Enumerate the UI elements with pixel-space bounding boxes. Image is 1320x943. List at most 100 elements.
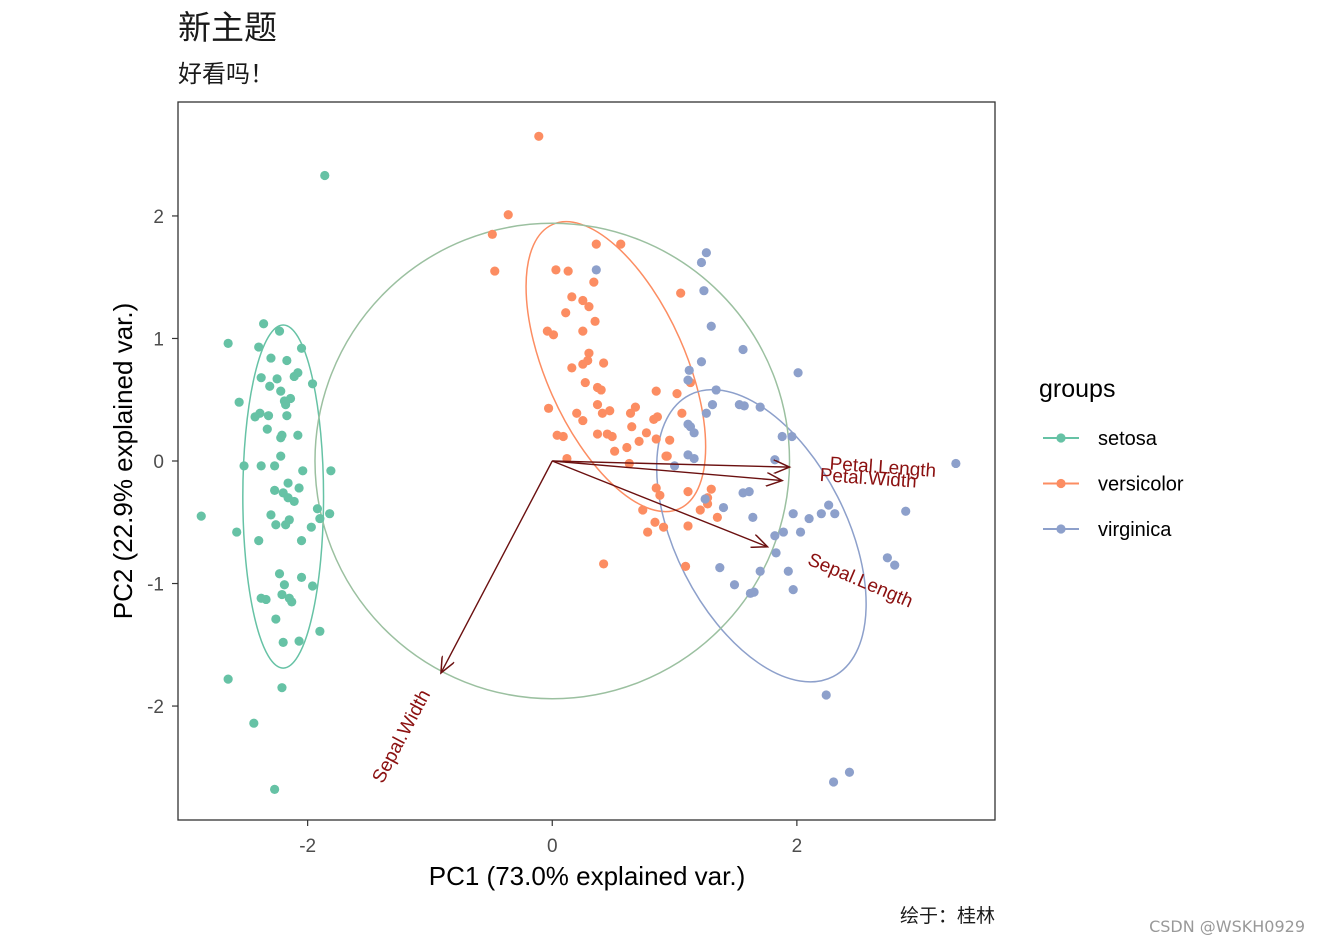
versicolor-point [658, 522, 669, 532]
versicolor-point [677, 408, 687, 418]
versicolor-point [487, 229, 497, 239]
loading-arrow [551, 460, 767, 547]
versicolor-point [578, 295, 588, 306]
x-tick-label: -2 [299, 836, 316, 857]
legend-key-point [1056, 433, 1066, 443]
legend-items: setosa versicolor virginica [1043, 428, 1184, 541]
setosa-point [326, 466, 336, 476]
virginica-point [771, 548, 781, 558]
setosa-point [261, 594, 271, 605]
setosa-point [250, 412, 260, 422]
setosa-point [270, 461, 280, 471]
virginica-point [828, 777, 839, 787]
legend-key-point [1056, 478, 1066, 489]
versicolor-point [634, 436, 644, 446]
versicolor-point [584, 302, 594, 312]
virginica-point [824, 500, 834, 510]
versicolor-point [622, 442, 632, 453]
legend-title: groups [1039, 375, 1115, 403]
setosa-point [276, 433, 286, 443]
setosa-point [296, 343, 307, 353]
versicolor-point [599, 358, 609, 368]
versicolor-point [683, 487, 693, 497]
setosa-point [277, 683, 287, 693]
versicolor-point [662, 451, 672, 461]
versicolor-point [589, 277, 599, 287]
versicolor-point [584, 348, 594, 358]
versicolor-point [578, 359, 588, 369]
setosa-point [266, 510, 276, 520]
virginica-point [684, 365, 694, 375]
setosa-point [254, 342, 264, 352]
y-axis-title: PC2 (22.9% explained var.) [108, 303, 138, 620]
y-tick-label: 0 [153, 452, 164, 473]
versicolor-point [627, 422, 637, 432]
virginica-point [755, 566, 765, 576]
legend-key-point [1056, 524, 1066, 534]
versicolor-point [578, 415, 588, 426]
setosa-point [262, 424, 272, 434]
versicolor-point [610, 446, 620, 456]
versicolor-point [651, 386, 661, 396]
setosa-point [276, 451, 286, 461]
versicolor-point [592, 400, 603, 410]
virginica-point [706, 321, 716, 331]
y-tick-label: 1 [153, 329, 164, 350]
setosa-point [307, 581, 318, 591]
virginica-point [770, 455, 780, 465]
virginica-point [788, 585, 798, 595]
setosa-point [293, 430, 303, 440]
setosa-point [276, 386, 286, 396]
versicolor-point [625, 408, 636, 418]
versicolor-point [490, 266, 500, 276]
virginica-point [748, 512, 758, 522]
versicolor-point [599, 559, 609, 569]
virginica-point [770, 531, 780, 541]
setosa-point [294, 483, 304, 493]
versicolor-point [596, 385, 606, 395]
virginica-point [778, 527, 789, 537]
setosa-point [296, 572, 307, 582]
legend-label-virginica: virginica [1098, 519, 1172, 541]
setosa-point [279, 580, 290, 590]
virginica-point [689, 428, 699, 438]
chart-caption: 绘于：桂林 [900, 905, 995, 927]
virginica-point [699, 286, 709, 296]
csdn-watermark: CSDN @WSKH0929 [1149, 917, 1305, 936]
setosa-point [307, 379, 318, 389]
setosa-point [256, 373, 266, 383]
loading-arrow [441, 460, 553, 673]
x-axis: -2 0 2 [299, 820, 802, 857]
setosa-point [281, 400, 291, 410]
setosa-point [271, 520, 281, 530]
setosa-point [270, 784, 280, 794]
versicolor-point [712, 512, 722, 522]
versicolor-point [534, 131, 544, 141]
setosa-point [282, 411, 292, 421]
virginica-point [701, 248, 711, 258]
virginica-point [804, 513, 814, 524]
versicolor-point [695, 505, 705, 515]
plot-area: Sepal.LengthSepal.WidthPetal.LengthPetal… [177, 101, 996, 821]
versicolor-point [591, 239, 601, 249]
setosa-point [274, 326, 285, 336]
versicolor-point [641, 428, 652, 438]
virginica-point [816, 509, 826, 519]
versicolor-point [680, 561, 691, 571]
versicolor-point [630, 402, 641, 412]
versicolor-point [616, 239, 626, 249]
virginica-point [683, 419, 693, 429]
virginica-point [683, 375, 693, 385]
chart-title: 新主题 [178, 8, 277, 47]
setosa-point [289, 371, 299, 382]
virginica-point [718, 502, 729, 513]
virginica-point [844, 767, 855, 777]
setosa-point [289, 496, 299, 507]
y-tick-label: -2 [147, 697, 164, 718]
virginica-point [783, 566, 793, 576]
legend-label-setosa: setosa [1098, 428, 1158, 450]
setosa-point [239, 461, 249, 471]
x-axis-title: PC1 (73.0% explained var.) [429, 861, 746, 891]
virginica-point [669, 461, 680, 471]
virginica-point [734, 400, 744, 410]
